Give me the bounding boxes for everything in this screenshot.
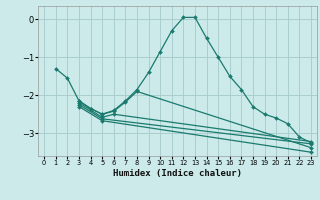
X-axis label: Humidex (Indice chaleur): Humidex (Indice chaleur)	[113, 169, 242, 178]
